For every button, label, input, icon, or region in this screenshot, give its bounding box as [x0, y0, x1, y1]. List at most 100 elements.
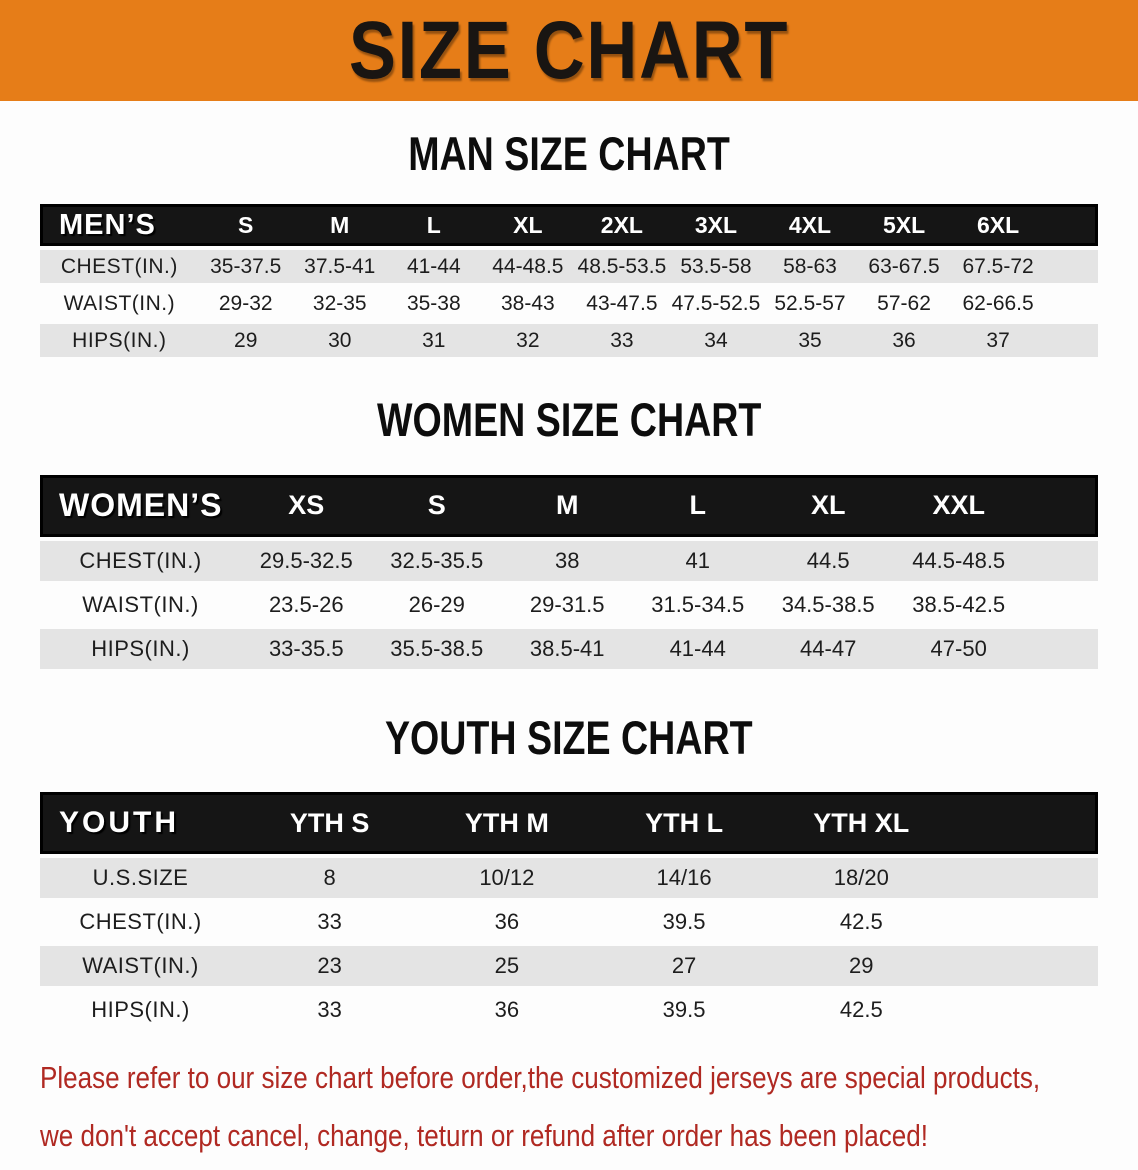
column-header-2xl: 2XL: [574, 204, 669, 247]
size-value-chest-in-xl: 44-48.5: [480, 250, 575, 284]
column-header-l: L: [632, 474, 763, 537]
men-size-table: MEN’S S M L XL 2XL 3XL 4XL 5XL 6XL CHEST(IN.) 35-37…: [40, 200, 1098, 361]
youth-size-table: YOUTH YTH S YTH M YTH L YTH XL U.S.SIZE 8 10/12…: [40, 788, 1098, 1034]
men-table-head: MEN’S S M L XL 2XL 3XL 4XL 5XL 6XL: [40, 204, 1098, 247]
row-spacer-cell: [950, 902, 1098, 942]
size-value-waist-in-yth-xl: 29: [772, 946, 950, 987]
table-corner-label-men: MEN’S: [40, 204, 199, 247]
size-value-hips-in-3xl: 34: [668, 324, 763, 358]
section-women: WOMEN SIZE CHART WOMEN’S XS S M L XL XXL CHEST(I…: [0, 361, 1138, 672]
size-value-hips-in-yth-xl: 42.5: [839, 997, 883, 1023]
column-header-5xl: 5XL: [857, 204, 952, 247]
women-row-waist-in: WAIST(IN.) 23.5-26 26-29 29-31.5 31.5-34.5 34…: [40, 585, 1098, 625]
column-header-3xl: 3XL: [668, 204, 763, 247]
size-value-chest-in-6xl: 67.5-72: [951, 250, 1046, 284]
size-value-hips-in-m: 30: [292, 324, 387, 358]
row-spacer-cell: [1045, 287, 1098, 320]
size-value-hips-in-m: 38.5-41: [501, 628, 633, 669]
header-spacer-cell: [1045, 204, 1098, 247]
size-value-waist-in-yth-l: 27: [595, 946, 773, 987]
column-header-m: M: [501, 474, 633, 537]
size-value-waist-in-l: 35-38: [406, 291, 461, 315]
women-row-chest-in: CHEST(IN.) 29.5-32.5 32.5-35.5 38 41 44.5 44.5…: [40, 540, 1098, 581]
header-spacer-cell: [949, 792, 1098, 855]
size-value-hips-in-xl: 44-47: [762, 628, 894, 669]
column-header-xl: XL: [480, 204, 575, 247]
column-header-yth-s: YTH S: [241, 792, 419, 855]
row-spacer-cell: [1023, 628, 1098, 669]
size-value-waist-in-6xl: 62-66.5: [962, 291, 1034, 315]
row-label-chest-in: CHEST(IN.): [79, 909, 202, 935]
section-heading-text-youth: YOUTH SIZE CHART: [385, 710, 753, 764]
size-value-waist-in-4xl: 52.5-57: [774, 291, 846, 315]
section-heading-youth: YOUTH SIZE CHART: [40, 673, 1098, 788]
row-label-waist-in: WAIST(IN.): [40, 946, 242, 987]
row-label-hips-in: HIPS(IN.): [40, 628, 242, 669]
size-value-hips-in-yth-s: 33: [317, 997, 342, 1023]
size-value-hips-in-xs: 33-35.5: [241, 628, 372, 669]
size-value-chest-in-3xl: 53.5-58: [668, 250, 763, 284]
men-table-body: CHEST(IN.) 35-37.5 37.5-41 41-44 44-48.5 48.5…: [40, 250, 1098, 358]
column-header-xxl: XXL: [893, 474, 1024, 537]
row-label-hips-in: HIPS(IN.): [91, 997, 190, 1023]
row-label-u-s-size: U.S.SIZE: [40, 858, 242, 899]
youth-header-row: YOUTH YTH S YTH M YTH L YTH XL: [40, 792, 1098, 855]
row-spacer-cell: [950, 990, 1098, 1030]
size-value-waist-in-m: 29-31.5: [529, 591, 605, 617]
women-header-row: WOMEN’S XS S M L XL XXL: [40, 474, 1098, 537]
size-value-u-s-size-yth-l: 14/16: [595, 858, 773, 899]
women-table-head: WOMEN’S XS S M L XL XXL: [40, 474, 1098, 537]
row-spacer-cell: [1024, 585, 1098, 625]
size-value-waist-in-xl: 34.5-38.5: [781, 591, 875, 617]
column-header-6xl: 6XL: [951, 204, 1046, 247]
size-value-u-s-size-yth-m: 10/12: [418, 858, 596, 899]
size-value-waist-in-2xl: 43-47.5: [586, 291, 658, 315]
size-value-hips-in-yth-m: 36: [494, 997, 520, 1023]
header-spacer-cell: [1023, 474, 1098, 537]
size-value-waist-in-5xl: 57-62: [877, 291, 931, 315]
table-corner-label-women: WOMEN’S: [40, 474, 242, 537]
men-header-row: MEN’S S M L XL 2XL 3XL 4XL 5XL 6XL: [40, 204, 1098, 247]
section-heading-women: WOMEN SIZE CHART: [40, 361, 1098, 470]
men-row-waist-in: WAIST(IN.) 29-32 32-35 35-38 38-43 43-47.5 47.…: [40, 287, 1098, 320]
men-row-hips-in: HIPS(IN.) 29 30 31 32 33 34 35 36 37: [40, 324, 1098, 358]
men-row-chest-in: CHEST(IN.) 35-37.5 37.5-41 41-44 44-48.5 48.5…: [40, 250, 1098, 284]
youth-row-u-s-size: U.S.SIZE 8 10/12 14/16 18/20: [40, 858, 1098, 899]
size-value-waist-in-yth-s: 23: [241, 946, 419, 987]
size-value-waist-in-yth-m: 25: [418, 946, 596, 987]
size-value-hips-in-2xl: 33: [574, 324, 669, 358]
women-table-body: CHEST(IN.) 29.5-32.5 32.5-35.5 38 41 44.5 44.5…: [40, 540, 1098, 669]
size-value-waist-in-xs: 23.5-26: [268, 591, 344, 617]
size-value-chest-in-2xl: 48.5-53.5: [574, 250, 669, 284]
size-value-hips-in-5xl: 36: [857, 324, 952, 358]
size-value-chest-in-yth-m: 36: [494, 909, 520, 935]
size-value-chest-in-xl: 44.5: [762, 540, 894, 581]
row-spacer-cell: [1045, 250, 1098, 284]
row-spacer-cell: [949, 946, 1098, 987]
size-value-waist-in-3xl: 47.5-52.5: [671, 291, 761, 315]
disclaimer-line-2: we don't accept cancel, change, teturn o…: [40, 1112, 1098, 1170]
size-value-waist-in-l: 31.5-34.5: [651, 591, 745, 617]
size-value-u-s-size-yth-xl: 18/20: [772, 858, 950, 899]
column-header-s: S: [198, 204, 293, 247]
size-chart-sections: MAN SIZE CHART MEN’S S M L XL 2XL 3XL 4XL 5XL 6XL C…: [0, 101, 1138, 1034]
size-value-chest-in-m: 38: [501, 540, 633, 581]
disclaimer: Please refer to our size chart before or…: [40, 1054, 1098, 1170]
size-value-hips-in-xxl: 47-50: [893, 628, 1024, 669]
youth-table-head: YOUTH YTH S YTH M YTH L YTH XL: [40, 792, 1098, 855]
size-value-u-s-size-yth-s: 8: [241, 858, 419, 899]
youth-row-waist-in: WAIST(IN.) 23 25 27 29: [40, 946, 1098, 987]
row-label-waist-in: WAIST(IN.): [63, 291, 176, 315]
size-value-hips-in-xl: 32: [480, 324, 575, 358]
size-value-hips-in-4xl: 35: [762, 324, 858, 358]
size-value-hips-in-yth-l: 39.5: [662, 997, 706, 1023]
size-value-hips-in-s: 29: [198, 324, 293, 358]
disclaimer-line-1: Please refer to our size chart before or…: [40, 1054, 1098, 1112]
size-value-chest-in-m: 37.5-41: [292, 250, 387, 284]
section-heading-text-women: WOMEN SIZE CHART: [376, 393, 762, 447]
youth-row-chest-in: CHEST(IN.) 33 36 39.5 42.5: [40, 902, 1098, 942]
disclaimer-line-2-text: we don't accept cancel, change, teturn o…: [40, 1118, 929, 1154]
row-spacer-cell: [949, 858, 1098, 899]
size-value-hips-in-s: 35.5-38.5: [371, 628, 502, 669]
